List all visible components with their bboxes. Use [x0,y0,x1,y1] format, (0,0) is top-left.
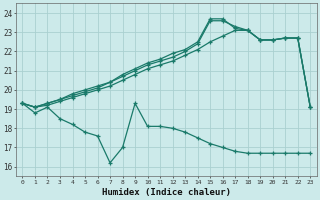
X-axis label: Humidex (Indice chaleur): Humidex (Indice chaleur) [102,188,231,197]
